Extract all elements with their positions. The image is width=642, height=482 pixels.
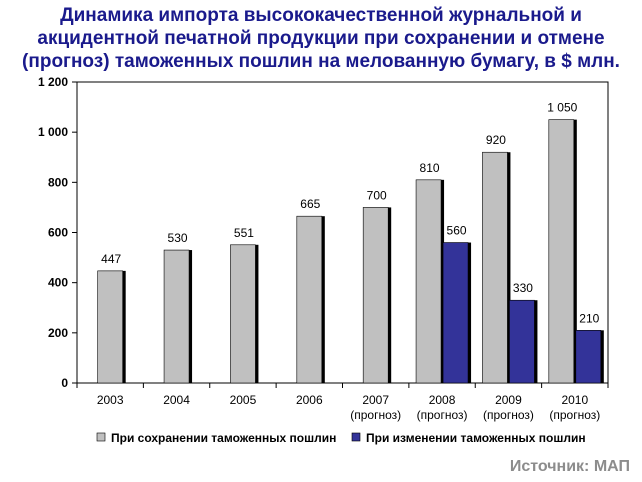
data-label: 810: [420, 161, 440, 175]
data-label: 665: [300, 197, 320, 211]
chart-title: Динамика импорта высококачественной журн…: [0, 4, 642, 73]
x-tick-sublabel: (прогноз): [549, 408, 600, 422]
y-tick-label: 600: [48, 226, 68, 240]
bar-gray-2009: [482, 151, 508, 384]
data-label: 700: [367, 188, 387, 202]
data-label: 1 050: [547, 101, 577, 115]
data-label: 551: [234, 226, 254, 240]
y-tick-label: 200: [48, 326, 68, 340]
data-label: 330: [513, 281, 533, 295]
x-tick-sublabel: (прогноз): [417, 408, 468, 422]
data-label: 530: [168, 231, 188, 245]
bar-gray-2003: [97, 270, 123, 384]
x-tick-label: 2007: [362, 393, 389, 407]
bar-blue-2008: [442, 242, 469, 384]
bar-gray-2007: [362, 207, 389, 384]
bar-gray-2010: [548, 119, 575, 384]
x-tick-label: 2009: [495, 393, 522, 407]
legend-swatch-blue: [351, 432, 361, 442]
x-tick-sublabel: (прогноз): [350, 408, 401, 422]
x-tick-label: 2003: [97, 393, 124, 407]
y-tick-label: 1 200: [38, 75, 68, 89]
legend-label-blue: При изменении таможенных пошлин: [366, 431, 586, 445]
x-tick-label: 2006: [296, 393, 323, 407]
y-tick-label: 800: [48, 175, 68, 189]
legend-label-gray: При сохранении таможенных пошлин: [111, 431, 336, 445]
legend-swatch-gray: [96, 432, 106, 442]
data-label: 210: [579, 311, 599, 325]
x-tick-label: 2004: [163, 393, 190, 407]
y-tick-label: 1 000: [38, 125, 68, 139]
chart-title-line-2: акцидентной печатной продукции при сохра…: [37, 28, 605, 49]
x-tick-label: 2005: [230, 393, 257, 407]
data-label: 447: [101, 252, 121, 266]
source-note: Источник: МАП: [509, 458, 630, 475]
bar-gray-2006: [296, 215, 323, 384]
data-label: 560: [447, 224, 467, 238]
chart-title-line-1: Динамика импорта высококачественной журн…: [60, 5, 582, 26]
chart-title-line-3: (прогноз) таможенных пошлин на мелованну…: [22, 51, 620, 72]
data-label: 920: [486, 133, 506, 147]
bar-gray-2005: [230, 244, 256, 384]
bar-blue-2010: [575, 330, 602, 384]
bar-blue-2009: [509, 299, 535, 384]
y-tick-label: 0: [61, 376, 68, 390]
bar-gray-2008: [415, 179, 442, 384]
x-tick-label: 2008: [429, 393, 456, 407]
x-tick-sublabel: (прогноз): [483, 408, 534, 422]
x-tick-label: 2010: [561, 393, 588, 407]
y-tick-label: 400: [48, 276, 68, 290]
bar-gray-2004: [163, 249, 190, 384]
